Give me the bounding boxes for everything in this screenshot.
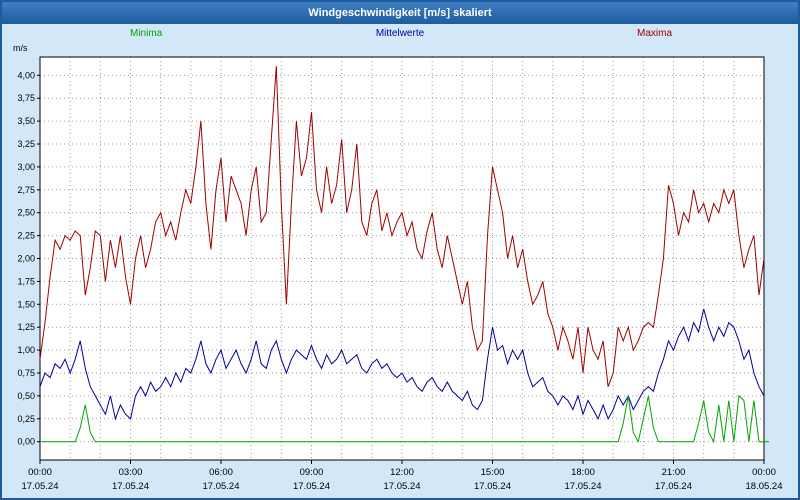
y-tick-label: 3,50 (17, 116, 35, 126)
y-tick-label: 3,25 (17, 139, 35, 149)
y-tick-label: 0,25 (17, 414, 35, 424)
series-mittelwerte-line (39, 308, 765, 421)
window-title-bar: Windgeschwindigkeit [m/s] skaliert (2, 2, 798, 24)
x-tick-time-label: 18:00 (571, 467, 595, 478)
y-tick-label: 3,00 (17, 162, 35, 172)
y-tick-label: 1,75 (17, 276, 35, 286)
x-tick-date-label: 17.05.24 (384, 481, 421, 492)
y-tick-label: 1,25 (17, 322, 35, 332)
y-tick-label: 0,00 (17, 437, 35, 447)
x-tick-date-label: 17.05.24 (565, 481, 602, 492)
x-tick-date-label: 17.05.24 (22, 481, 59, 492)
y-tick-label: 0,50 (17, 391, 35, 401)
x-tick-time-label: 15:00 (481, 467, 505, 478)
x-tick-time-label: 06:00 (209, 467, 233, 478)
x-tick-date-label: 17.05.24 (293, 481, 330, 492)
series-maxima-line (39, 66, 765, 387)
y-tick-label: 2,00 (17, 254, 35, 264)
legend-minima: Minima (130, 28, 163, 39)
y-tick-label: 1,00 (17, 345, 35, 355)
y-tick-label: 2,75 (17, 185, 35, 195)
y-tick-label: 2,25 (17, 231, 35, 241)
y-tick-label: 2,50 (17, 208, 35, 218)
y-axis-unit-label: m/s (13, 43, 28, 53)
x-tick-time-label: 09:00 (300, 467, 324, 478)
legend-mittelwerte: Mittelwerte (375, 28, 425, 39)
x-tick-time-label: 03:00 (119, 467, 143, 478)
wind-speed-chart: 0,00 0,25 0,50 0,75 1,00 1,25 1,50 1,75 2,00 2,25… (17, 56, 783, 492)
x-tick-date-label: 18.05.24 (746, 481, 783, 492)
x-tick-date-label: 17.05.24 (203, 481, 240, 492)
x-tick-time-label: 00:00 (28, 467, 52, 478)
y-tick-label: 4,00 (17, 70, 35, 80)
window-title: Windgeschwindigkeit [m/s] skaliert (308, 7, 492, 19)
y-tick-label: 1,50 (17, 299, 35, 309)
x-tick-date-label: 17.05.24 (474, 481, 511, 492)
y-tick-label: 0,75 (17, 368, 35, 378)
x-tick-time-label: 21:00 (662, 467, 686, 478)
legend-maxima: Maxima (637, 28, 673, 39)
x-tick-time-label: 00:00 (752, 467, 776, 478)
x-tick-date-label: 17.05.24 (112, 481, 149, 492)
x-tick-date-label: 17.05.24 (655, 481, 692, 492)
x-tick-time-label: 12:00 (390, 467, 414, 478)
series-minima-line (40, 394, 769, 444)
y-tick-label: 3,75 (17, 93, 35, 103)
